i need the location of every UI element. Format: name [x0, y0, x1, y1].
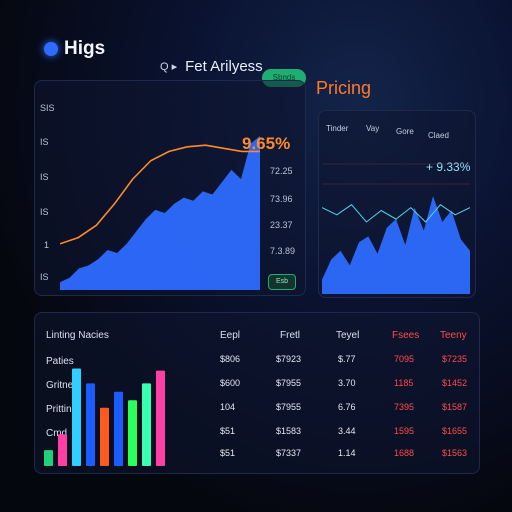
column-header[interactable]: Eepl	[220, 330, 241, 341]
table-cell: $600	[220, 378, 241, 388]
table-cell: $7337	[276, 448, 302, 458]
chart-action-button[interactable]: Esb	[268, 274, 296, 290]
table-cell: $.77	[338, 354, 356, 364]
y-tick: IS	[40, 207, 49, 217]
table-cell: 1595	[394, 426, 415, 436]
row-label: Gritnes	[46, 380, 79, 391]
tab-claed[interactable]: Claed	[428, 131, 449, 140]
logo-icon	[44, 42, 58, 56]
tab-vay[interactable]: Vay	[366, 124, 380, 133]
search-bar[interactable]: Q ▸ Fet Arilyess	[160, 58, 263, 75]
search-text: Fet Arilyess	[185, 58, 263, 75]
table-cell: 3.44	[338, 426, 356, 436]
bar-chart	[44, 368, 165, 466]
bar	[142, 383, 151, 466]
bar	[86, 383, 95, 466]
table-cell: 1.14	[338, 448, 356, 458]
area-series	[60, 136, 260, 290]
table-cell: $1452	[442, 378, 468, 388]
side-value: 72.25	[270, 166, 293, 176]
table-cell: $51	[220, 448, 236, 458]
row-label: Cmd	[46, 428, 68, 439]
column-header[interactable]: Teeny	[440, 330, 467, 341]
pricing-link[interactable]: Pricing	[316, 78, 372, 98]
overlay-line	[322, 204, 470, 223]
row-label: Paties	[46, 356, 74, 367]
overlay-line	[60, 144, 260, 245]
table-title: Linting Nacies	[46, 330, 109, 341]
column-header[interactable]: Fsees	[392, 330, 420, 341]
main-area-chart	[60, 136, 260, 290]
table-cell: 7095	[394, 354, 415, 364]
table-cell: 1185	[394, 378, 414, 388]
bar	[58, 434, 67, 466]
tab-gore[interactable]: Gore	[396, 127, 414, 136]
column-header[interactable]: Teyel	[336, 330, 360, 341]
bar	[128, 400, 137, 466]
side-value: 23.37	[270, 220, 293, 230]
y-tick: IS	[40, 272, 49, 282]
main-value: 9.65%	[242, 134, 291, 153]
column-header[interactable]: Fretl	[280, 330, 300, 341]
y-tick: 1	[44, 240, 50, 250]
bar	[100, 407, 109, 466]
secondary-area-chart	[322, 163, 470, 294]
table-cell: 1688	[394, 448, 415, 458]
table-cell: $1587	[442, 402, 468, 412]
y-tick: IS	[40, 172, 49, 182]
y-tick: IS	[40, 137, 49, 147]
bar	[114, 391, 123, 466]
table-cell: $7923	[276, 354, 302, 364]
table-cell: $7955	[276, 378, 302, 388]
logo-text: Higs	[64, 38, 106, 59]
table-cell: 3.70	[338, 378, 356, 388]
table-cell: 7395	[394, 402, 415, 412]
row-label: Pritting	[46, 404, 78, 415]
table-cell: 104	[220, 402, 236, 412]
table-cell: $7955	[276, 402, 302, 412]
table-cell: $1655	[442, 426, 468, 436]
area-series	[322, 196, 470, 294]
table-cell: $806	[220, 354, 241, 364]
search-icon: Q ▸	[160, 61, 178, 73]
table-cell: $7235	[442, 354, 468, 364]
secondary-value: + 9.33%	[426, 160, 471, 174]
table-cell: $1583	[276, 426, 302, 436]
app-logo[interactable]: Higs	[44, 38, 105, 60]
tab-tinder[interactable]: Tinder	[326, 124, 349, 133]
bar	[44, 450, 53, 466]
side-value: 7.3.89	[270, 246, 296, 256]
bar	[156, 370, 165, 466]
table-cell: 6.76	[338, 402, 356, 412]
table-cell: $1563	[442, 448, 468, 458]
table-cell: $51	[220, 426, 236, 436]
side-value: 73.96	[270, 194, 293, 204]
bar	[72, 368, 81, 466]
y-tick: SIS	[40, 103, 55, 113]
